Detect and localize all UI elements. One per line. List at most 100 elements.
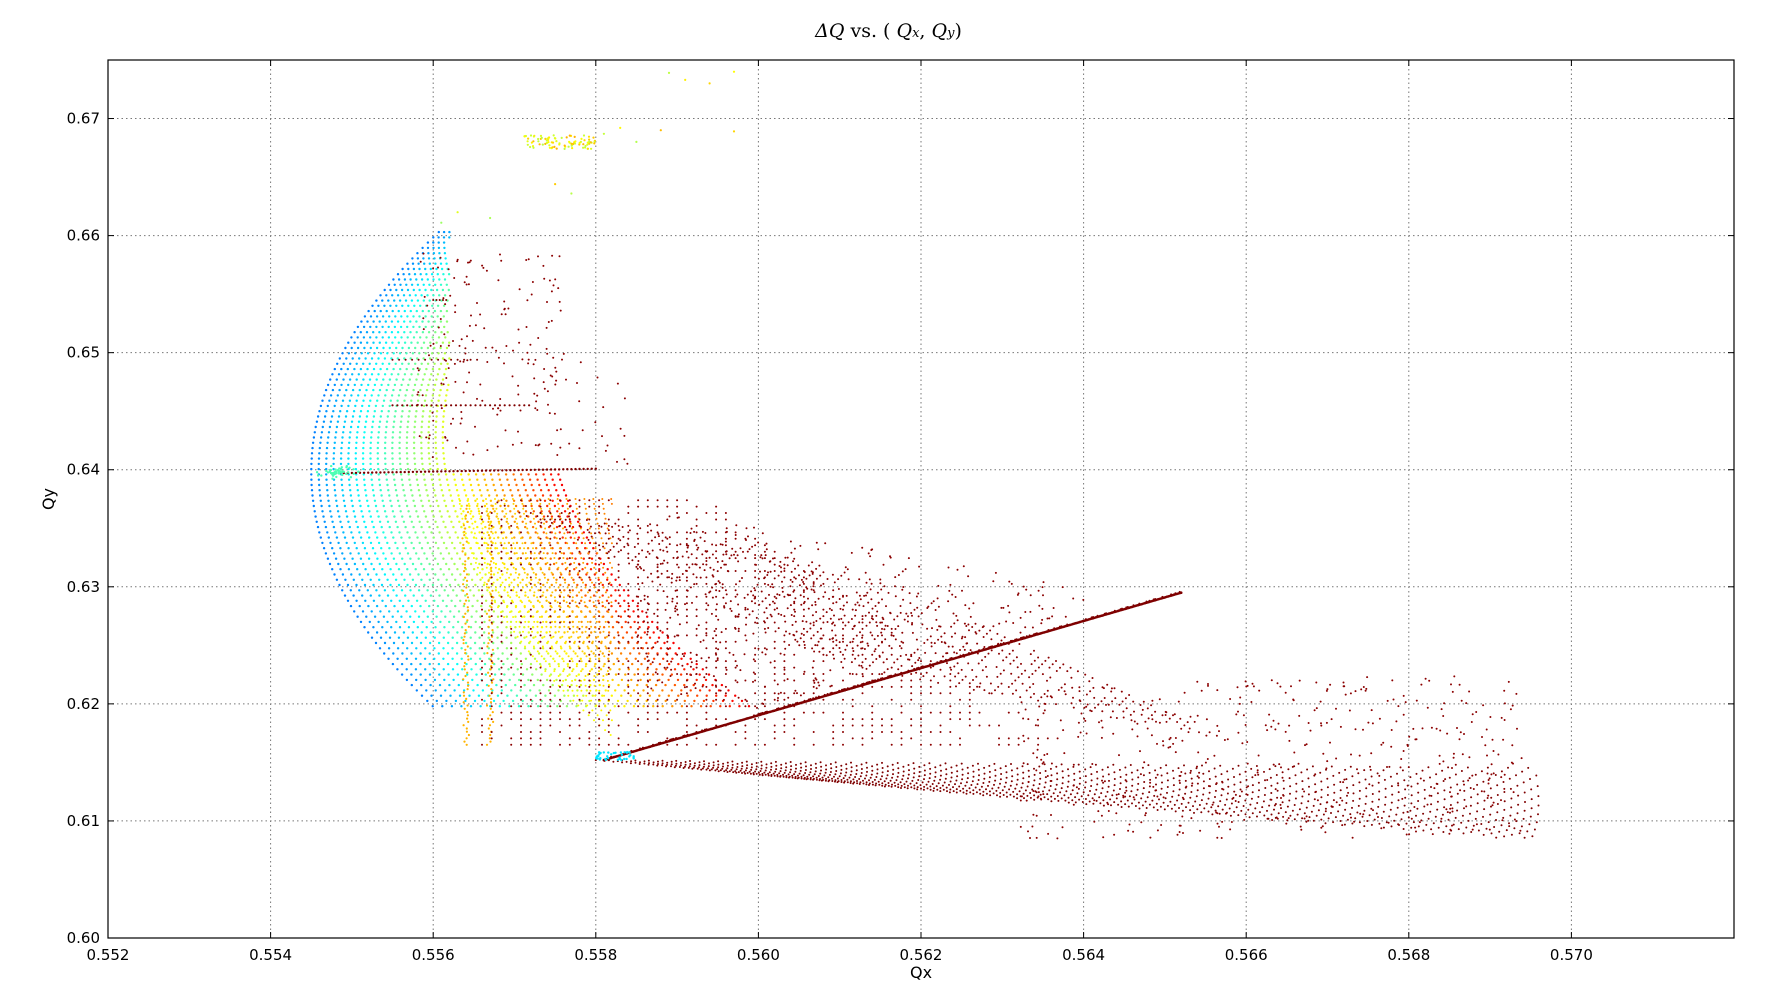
data-point [457, 583, 460, 587]
data-point [549, 602, 552, 605]
data-point [463, 707, 466, 710]
data-point [336, 362, 339, 365]
data-point [384, 457, 387, 460]
data-point [705, 685, 708, 688]
data-point [387, 283, 391, 286]
data-point [362, 467, 365, 471]
data-point [505, 536, 508, 539]
data-point [559, 679, 561, 682]
data-point [514, 636, 517, 639]
data-point [326, 557, 330, 560]
data-point [646, 731, 649, 733]
data-point [880, 588, 883, 591]
data-point [627, 594, 630, 597]
data-point [555, 581, 558, 584]
data-point [311, 494, 314, 497]
data-point [415, 636, 419, 639]
data-point [695, 666, 698, 669]
data-point [557, 586, 560, 589]
data-point [890, 724, 893, 727]
data-point [420, 578, 423, 581]
data-point [407, 599, 410, 602]
data-point [601, 604, 604, 608]
data-point [391, 452, 394, 455]
data-point [504, 473, 508, 476]
data-point [705, 694, 708, 697]
data-point [643, 631, 646, 634]
data-point [536, 620, 539, 624]
data-point [658, 543, 661, 545]
data-point [330, 415, 334, 418]
data-point [511, 699, 515, 703]
data-point [833, 657, 835, 660]
data-point [711, 586, 714, 589]
data-point [485, 583, 488, 586]
data-point [501, 652, 504, 655]
data-point [434, 446, 438, 450]
data-point [588, 518, 591, 521]
data-point [412, 288, 415, 292]
data-point [754, 647, 757, 650]
data-point [406, 462, 409, 466]
data-point [611, 535, 614, 538]
data-point [606, 527, 609, 530]
data-point [397, 309, 400, 313]
data-point [764, 597, 767, 600]
data-point [560, 647, 563, 650]
data-point [437, 662, 441, 666]
data-point [484, 599, 488, 602]
data-point [500, 615, 503, 618]
data-point [631, 559, 634, 562]
data-point [868, 621, 871, 624]
data-point [498, 522, 501, 525]
data-point [793, 615, 796, 618]
data-point [589, 611, 592, 614]
data-point [512, 601, 514, 604]
data-point [971, 626, 974, 628]
data-point [494, 531, 497, 534]
data-point [783, 634, 786, 637]
data-point [493, 510, 496, 513]
data-point [375, 299, 378, 302]
data-point [506, 568, 509, 571]
data-point [606, 578, 609, 581]
data-point [388, 378, 392, 381]
data-point [361, 610, 365, 613]
data-point [920, 731, 922, 733]
data-point [454, 578, 457, 581]
data-point [609, 734, 612, 736]
data-point [596, 552, 599, 555]
data-point [469, 512, 472, 515]
data-point [715, 660, 718, 663]
data-point [487, 512, 490, 515]
data-point [602, 684, 605, 687]
data-point [411, 352, 415, 355]
data-point [509, 611, 511, 614]
data-point [629, 626, 632, 629]
data-point [679, 543, 682, 546]
data-point [395, 378, 398, 381]
data-point [574, 652, 577, 655]
data-point [497, 657, 500, 660]
data-point [871, 685, 874, 688]
data-point [510, 627, 513, 630]
data-point [668, 576, 670, 579]
data-point [715, 743, 718, 746]
data-point [715, 718, 718, 721]
data-point [442, 236, 446, 239]
data-point [375, 336, 378, 339]
data-point [695, 678, 698, 682]
data-point [587, 538, 590, 541]
data-point [555, 578, 558, 581]
data-point [463, 661, 466, 665]
data-point [441, 436, 444, 439]
data-point [1122, 710, 1125, 713]
data-point [699, 576, 702, 579]
data-point [484, 537, 487, 540]
data-point [502, 531, 505, 534]
data-point [372, 626, 375, 629]
data-point [544, 694, 547, 697]
data-point [861, 666, 864, 669]
data-point [520, 737, 522, 740]
data-point [630, 678, 633, 682]
